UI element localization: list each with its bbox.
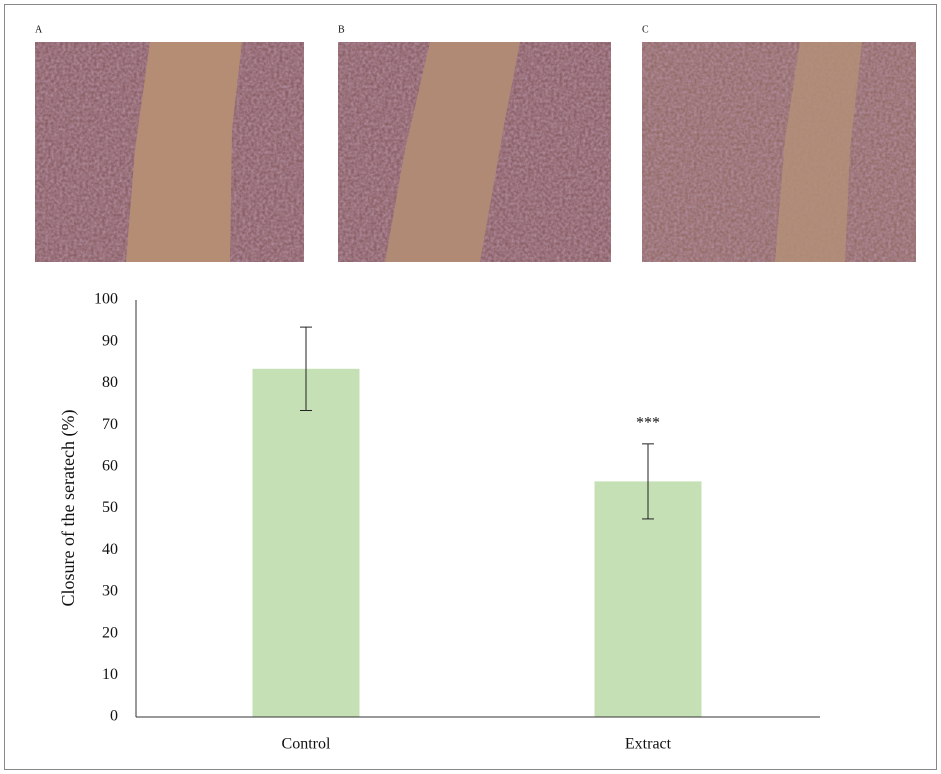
y-tick-label: 60 (102, 457, 118, 474)
y-tick-label: 100 (94, 291, 118, 308)
panel-label: C (642, 24, 649, 35)
panel-label: B (338, 24, 345, 35)
y-tick-label: 90 (102, 332, 118, 349)
y-tick-label: 0 (110, 708, 118, 725)
y-tick-label: 50 (102, 499, 118, 516)
bar (253, 369, 360, 717)
micrograph-b (338, 42, 611, 262)
y-tick-label: 10 (102, 666, 118, 683)
x-tick-label: Control (282, 736, 331, 753)
y-tick-label: 30 (102, 583, 118, 600)
y-axis-title: Closure of the seratech (%) (58, 410, 79, 607)
y-tick-label: 20 (102, 624, 118, 641)
panel-label: A (35, 24, 43, 35)
y-tick-label: 80 (102, 374, 118, 391)
significance-label: *** (636, 415, 660, 432)
y-tick-label: 70 (102, 416, 118, 433)
micrograph-c (642, 42, 916, 262)
figure: A B C Closure of the seratech (%) 0 10 20 3… (0, 0, 941, 774)
y-tick-label: 40 (102, 541, 118, 558)
x-tick-label: Extract (625, 736, 672, 753)
micrograph-a (35, 42, 304, 262)
